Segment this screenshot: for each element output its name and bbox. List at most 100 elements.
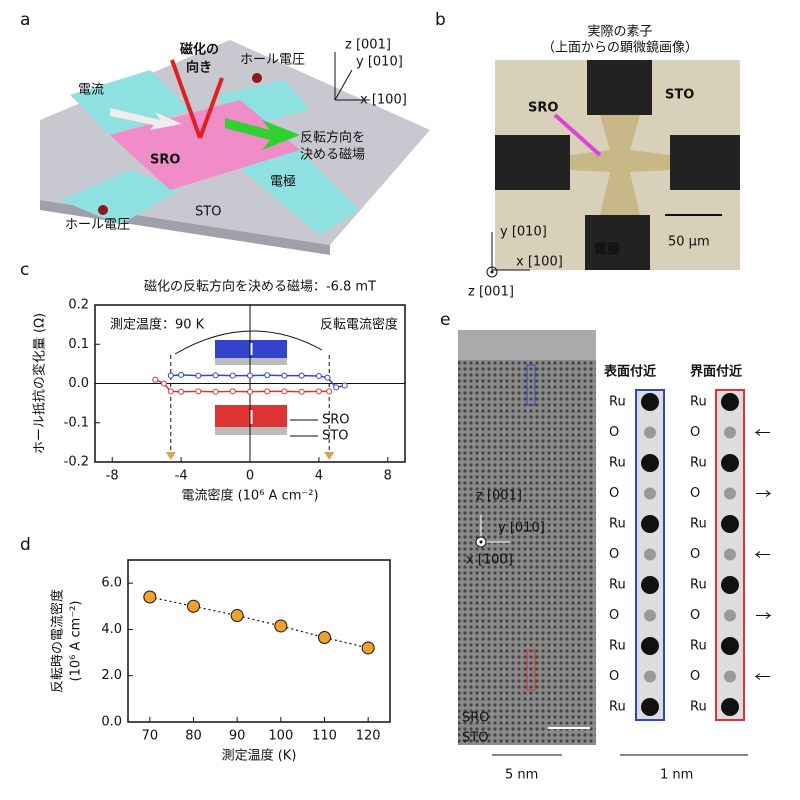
- label: 5 nm: [505, 768, 538, 783]
- y-tick-label: 0.0: [68, 376, 89, 391]
- label: Ru: [690, 639, 707, 654]
- label: 電流: [78, 83, 104, 98]
- label: Ru: [690, 395, 707, 410]
- data-point: [318, 631, 331, 645]
- panel-c-inset: [174, 330, 323, 437]
- arrow: [756, 490, 772, 497]
- panel-b-image: [486, 60, 740, 278]
- label: Ru: [609, 639, 626, 654]
- y-tick-label: -0.1: [64, 415, 89, 430]
- data-point: [187, 599, 200, 613]
- atom: [724, 670, 736, 683]
- label: x [100]: [466, 553, 513, 568]
- x-tick-label: 4: [315, 469, 323, 484]
- arrow: [754, 673, 770, 680]
- data-point: [281, 388, 288, 395]
- label: y [010]: [356, 55, 403, 70]
- x-tick-label: 70: [142, 729, 159, 744]
- atom: [641, 576, 659, 594]
- label: z [001]: [476, 489, 522, 504]
- label: （上面からの顕微鏡画像）: [542, 41, 698, 56]
- label: STO: [665, 88, 694, 103]
- arrow: [754, 429, 770, 436]
- atom: [644, 609, 656, 622]
- data-point: [229, 388, 236, 395]
- panel-e-image: [458, 330, 748, 756]
- data-point: [264, 388, 271, 395]
- y-axis-title: (10⁶ A cm⁻²): [69, 601, 84, 682]
- data-point: [281, 372, 288, 379]
- atom: [641, 515, 659, 533]
- atom: [724, 548, 736, 561]
- data-point: [167, 372, 174, 379]
- plot-frame: [127, 559, 391, 723]
- data-point: [361, 641, 375, 655]
- x-axis-title: 測定温度 (K): [222, 748, 297, 764]
- label: 決める磁場: [300, 148, 365, 163]
- label: 磁化の: [180, 42, 219, 58]
- data-point: [152, 376, 159, 383]
- data-point: [315, 388, 322, 395]
- y-tick-label: 0.0: [101, 715, 122, 730]
- label: ホール電圧: [240, 53, 305, 68]
- label: y [010]: [498, 521, 545, 536]
- label: x [100]: [516, 255, 563, 270]
- label: 電極: [270, 174, 296, 190]
- data-point: [298, 372, 305, 379]
- y-axis-title: ホール抵抗の変化量 (Ω): [32, 313, 48, 454]
- y-tick-label: 0.2: [68, 298, 89, 313]
- label: 1 nm: [660, 768, 693, 783]
- x-tick-label: 120: [356, 729, 381, 744]
- atom: [644, 670, 656, 683]
- label: 50 µm: [668, 235, 710, 250]
- label: z [001]: [468, 285, 514, 300]
- label: O: [609, 547, 619, 562]
- panel-label: a: [20, 10, 30, 30]
- label: ホール電圧: [65, 218, 130, 233]
- data-point: [326, 388, 333, 395]
- annotation: 反転電流密度: [320, 317, 398, 333]
- label: 界面付近: [690, 364, 742, 380]
- label: STO: [195, 205, 221, 220]
- atom: [724, 609, 736, 622]
- data-point: [333, 384, 340, 391]
- data-point: [212, 388, 219, 395]
- data-point: [167, 388, 174, 395]
- panel-label: c: [20, 260, 29, 280]
- y-axis-title: 反転時の電流密度: [50, 589, 66, 693]
- chart-title: 磁化の反転方向を決める磁場：-6.8 mT: [144, 279, 376, 295]
- static-texts: a b c d e: [20, 10, 450, 555]
- data-point: [324, 374, 331, 381]
- label: Ru: [690, 700, 707, 715]
- label: y [010]: [500, 225, 547, 240]
- data-point: [247, 388, 253, 395]
- arrow: [754, 551, 770, 558]
- label: Ru: [690, 517, 707, 532]
- data-point: [160, 380, 167, 387]
- label: O: [609, 425, 619, 440]
- panel-a-illustration: [40, 40, 430, 255]
- atom: [724, 426, 736, 439]
- data-point: [230, 609, 244, 623]
- label: O: [609, 486, 619, 501]
- atom: [644, 426, 656, 439]
- label: O: [690, 486, 700, 501]
- label: Ru: [609, 700, 626, 715]
- label: Ru: [690, 456, 707, 471]
- label: 電極: [594, 242, 620, 258]
- data-point: [195, 372, 202, 379]
- x-axis-title: 電流密度 (10⁶ A cm⁻²): [181, 488, 318, 504]
- annotation: 測定温度：90 K: [110, 317, 205, 333]
- data-point: [212, 372, 219, 379]
- y-tick-label: 2.0: [101, 668, 122, 683]
- arrow: [756, 612, 772, 619]
- y-tick-label: 4.0: [101, 622, 122, 637]
- data-point: [274, 619, 288, 633]
- series-line: [149, 596, 369, 649]
- annotation: SRO: [322, 413, 350, 428]
- switch-marker: [324, 452, 335, 460]
- label: z [001]: [345, 38, 391, 53]
- label: O: [609, 608, 619, 623]
- data-point: [195, 388, 202, 395]
